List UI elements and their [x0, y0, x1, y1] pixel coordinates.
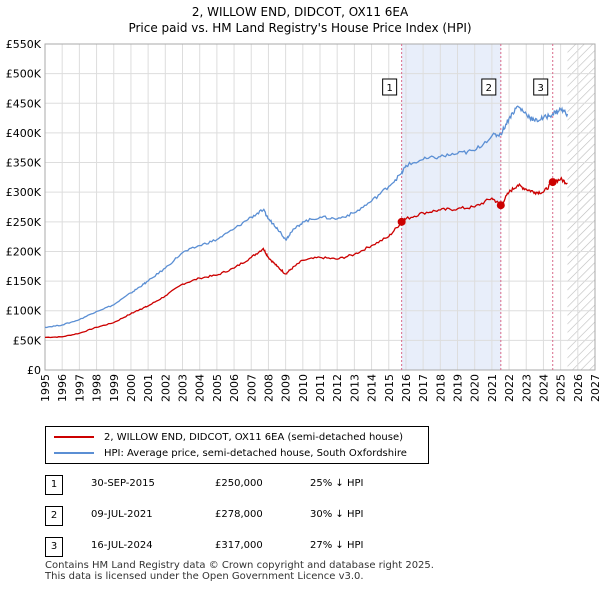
x-tick-label: 2019	[452, 374, 465, 402]
sale-marker-label: 2	[486, 83, 492, 94]
sale-point	[397, 217, 406, 226]
sale-marker-box	[533, 78, 549, 96]
x-tick-label: 1998	[91, 374, 104, 402]
x-tick-label: 2011	[314, 374, 327, 402]
y-tick-label: £50K	[13, 334, 42, 347]
x-tick-label: 2026	[572, 374, 585, 402]
x-tick-label: 2015	[383, 374, 396, 402]
shaded-ownership-period	[401, 44, 501, 370]
x-tick-label: 2018	[434, 374, 447, 402]
y-tick-label: £500K	[6, 68, 42, 81]
y-tick-label: £350K	[6, 157, 42, 170]
x-tick-label: 2022	[503, 374, 516, 402]
legend-label-hpi: HPI: Average price, semi-detached house,…	[104, 447, 407, 459]
hpi-line	[44, 105, 569, 329]
price-chart: 2, WILLOW END, DIDCOT, OX11 6EA Price pa…	[6, 5, 600, 402]
x-tick-label: 1996	[56, 374, 69, 402]
x-tick-label: 2016	[400, 374, 413, 402]
sale-price: £317,000	[215, 540, 263, 551]
x-tick-label: 2010	[297, 374, 310, 402]
x-tick-label: 2007	[245, 374, 258, 402]
x-tick-label: 1997	[73, 374, 86, 402]
sale-hpi-diff: 27% ↓ HPI	[310, 540, 364, 551]
y-tick-label: £300K	[6, 186, 42, 199]
x-tick-label: 2025	[555, 374, 568, 402]
chart-subtitle: Price paid vs. HM Land Registry's House …	[128, 21, 471, 35]
y-tick-label: £450K	[6, 97, 42, 110]
x-tick-label: 1999	[108, 374, 121, 402]
x-tick-label: 1995	[39, 374, 52, 402]
x-tick-label: 2005	[211, 374, 224, 402]
sale-price: £278,000	[215, 509, 263, 520]
x-tick-label: 2009	[280, 374, 293, 402]
sale-hpi-diff: 30% ↓ HPI	[310, 509, 364, 520]
legend-label-property: 2, WILLOW END, DIDCOT, OX11 6EA (semi-de…	[104, 431, 404, 443]
legend-swatch-property	[54, 436, 94, 438]
sale-number-badge: 2	[45, 506, 63, 526]
x-tick-label: 2014	[366, 374, 379, 402]
sale-date: 30-SEP-2015	[91, 478, 155, 489]
y-tick-label: £550K	[6, 38, 42, 51]
x-tick-label: 2013	[348, 374, 361, 402]
x-tick-label: 2017	[417, 374, 430, 402]
legend-item-hpi: HPI: Average price, semi-detached house,…	[54, 445, 407, 461]
sale-marker-box	[481, 78, 497, 96]
x-tick-label: 2020	[469, 374, 482, 402]
y-tick-label: £200K	[6, 245, 42, 258]
y-tick-label: £100K	[6, 305, 42, 318]
chart-title: 2, WILLOW END, DIDCOT, OX11 6EA	[192, 5, 409, 19]
x-tick-label: 2027	[589, 374, 600, 402]
footer-copyright: Contains HM Land Registry data © Crown c…	[45, 560, 434, 571]
footer-attribution: Contains HM Land Registry data © Crown c…	[45, 560, 434, 582]
sale-marker-label: 1	[386, 83, 392, 94]
sale-row: 1 30-SEP-2015 £250,000 25% ↓ HPI	[45, 475, 445, 495]
legend-swatch-hpi	[54, 452, 94, 454]
plot-frame	[44, 43, 596, 371]
x-tick-label: 2008	[262, 374, 275, 402]
legend-item-property: 2, WILLOW END, DIDCOT, OX11 6EA (semi-de…	[54, 429, 403, 445]
x-tick-label: 2012	[331, 374, 344, 402]
y-tick-label: £250K	[6, 216, 42, 229]
x-tick-label: 2006	[228, 374, 241, 402]
y-tick-label: £400K	[6, 127, 42, 140]
sale-hpi-diff: 25% ↓ HPI	[310, 478, 364, 489]
x-tick-label: 2000	[125, 374, 138, 402]
sale-number-badge: 1	[45, 475, 63, 495]
sale-point	[548, 178, 557, 187]
x-tick-label: 2002	[159, 374, 172, 402]
x-tick-label: 2021	[486, 374, 499, 402]
footer-licence: This data is licensed under the Open Gov…	[45, 571, 364, 582]
x-tick-label: 2023	[520, 374, 533, 402]
sale-price: £250,000	[215, 478, 263, 489]
x-tick-label: 2004	[194, 374, 207, 402]
x-tick-label: 2003	[177, 374, 190, 402]
y-tick-label: £0	[27, 364, 41, 377]
x-tick-label: 2001	[142, 374, 155, 402]
chart-legend: 2, WILLOW END, DIDCOT, OX11 6EA (semi-de…	[45, 426, 429, 464]
sale-point	[496, 201, 505, 210]
sale-row: 2 09-JUL-2021 £278,000 30% ↓ HPI	[45, 506, 445, 526]
sale-date: 09-JUL-2021	[91, 509, 153, 520]
y-tick-label: £150K	[6, 275, 42, 288]
property-price-line	[44, 176, 568, 339]
sale-marker-label: 3	[538, 83, 544, 94]
sale-date: 16-JUL-2024	[91, 540, 153, 551]
forecast-region	[567, 44, 595, 370]
sale-number-badge: 3	[45, 537, 63, 557]
x-tick-label: 2024	[537, 374, 550, 402]
sale-marker-box	[382, 78, 398, 96]
sale-row: 3 16-JUL-2024 £317,000 27% ↓ HPI	[45, 537, 445, 557]
